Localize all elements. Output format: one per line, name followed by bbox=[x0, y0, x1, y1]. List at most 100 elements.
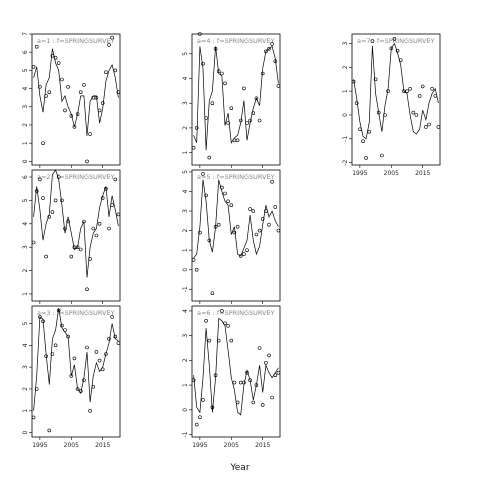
fit-line bbox=[193, 179, 279, 259]
y-tick-label: 4 bbox=[182, 309, 189, 313]
y-tick-label: 7 bbox=[22, 32, 29, 36]
x-tick-label: 2005 bbox=[224, 442, 239, 449]
data-point bbox=[63, 226, 67, 231]
data-point bbox=[94, 350, 99, 354]
data-point bbox=[107, 226, 111, 231]
data-point bbox=[91, 384, 96, 389]
y-tick-label: 3 bbox=[182, 101, 189, 105]
data-point bbox=[367, 129, 372, 134]
data-point bbox=[63, 328, 67, 332]
data-point bbox=[248, 378, 252, 383]
data-point bbox=[88, 257, 92, 261]
data-point bbox=[257, 228, 262, 233]
data-point bbox=[44, 354, 48, 359]
data-point bbox=[213, 224, 218, 229]
data-point bbox=[427, 122, 431, 127]
data-point bbox=[100, 101, 105, 105]
y-tick-label: -1 bbox=[342, 136, 349, 142]
data-point bbox=[69, 114, 74, 118]
data-point bbox=[75, 387, 80, 391]
data-point bbox=[364, 156, 368, 160]
data-point bbox=[216, 222, 221, 227]
data-point bbox=[273, 373, 278, 378]
data-point bbox=[31, 415, 36, 420]
data-point bbox=[97, 108, 102, 113]
data-point bbox=[41, 141, 45, 145]
y-tick-label: 1 bbox=[182, 383, 189, 387]
panel-title: a=4 : f=SPRINGSURVEY bbox=[197, 37, 275, 45]
data-point bbox=[53, 343, 58, 348]
data-point bbox=[82, 378, 86, 383]
panel-1: 0 1 2 3 4 5 6 7 a=1 : f=SPRINGSURVEY bbox=[22, 32, 121, 168]
data-point bbox=[411, 110, 416, 115]
data-point bbox=[238, 118, 243, 123]
y-tick-label: 1 bbox=[22, 292, 29, 296]
data-point bbox=[260, 403, 265, 407]
data-point bbox=[223, 191, 227, 196]
y-tick-label: 6 bbox=[22, 50, 29, 54]
data-point bbox=[191, 378, 196, 383]
data-point bbox=[104, 70, 108, 74]
data-point bbox=[207, 338, 212, 343]
data-point bbox=[395, 48, 400, 53]
y-tick-label: 4 bbox=[182, 189, 189, 193]
data-point bbox=[198, 230, 202, 235]
data-point bbox=[267, 353, 271, 358]
data-point bbox=[242, 252, 246, 256]
data-point bbox=[72, 125, 77, 129]
fit-line bbox=[353, 42, 439, 140]
panel-2: 1 2 3 4 5 6 a=2 : f=SPRINGSURVEY bbox=[22, 169, 121, 304]
y-tick-label: 1 bbox=[22, 409, 29, 413]
data-point bbox=[34, 387, 39, 391]
y-tick-label: 2 bbox=[182, 229, 189, 233]
y-tick-label: 4 bbox=[22, 343, 29, 347]
data-point bbox=[248, 207, 252, 211]
data-point bbox=[113, 334, 118, 339]
data-point bbox=[424, 125, 428, 129]
data-point bbox=[194, 422, 199, 427]
data-point bbox=[207, 155, 212, 160]
data-point bbox=[56, 175, 61, 179]
y-tick-label: 2 bbox=[182, 126, 189, 130]
data-point bbox=[414, 113, 419, 117]
data-point bbox=[257, 346, 262, 350]
y-tick-label: 1 bbox=[22, 141, 29, 145]
data-point bbox=[53, 198, 58, 203]
data-point bbox=[270, 395, 274, 400]
y-tick-label: 2 bbox=[22, 387, 29, 391]
data-point bbox=[91, 226, 96, 231]
panel-7: -2 -1 0 1 2 3 1995 2005 2015 a=7 : f=SPRINGSURVEY bbox=[342, 33, 441, 177]
y-tick-label: 3 bbox=[22, 245, 29, 249]
data-point bbox=[254, 96, 259, 101]
data-point bbox=[113, 68, 118, 73]
data-point bbox=[229, 338, 234, 343]
data-point bbox=[207, 238, 212, 243]
data-point bbox=[194, 267, 199, 272]
data-point bbox=[235, 138, 240, 143]
data-point bbox=[63, 108, 67, 113]
data-point bbox=[270, 179, 274, 184]
x-tick-label: 2005 bbox=[384, 170, 399, 177]
data-point bbox=[226, 121, 230, 125]
data-point bbox=[69, 374, 74, 378]
data-point bbox=[88, 408, 92, 413]
y-tick-label: 1 bbox=[182, 248, 189, 252]
data-point bbox=[276, 228, 281, 233]
data-point bbox=[47, 90, 52, 94]
y-tick-label: 5 bbox=[182, 52, 189, 56]
data-point bbox=[194, 126, 199, 130]
y-tick-label: 0 bbox=[182, 408, 189, 412]
x-tick-label: 2005 bbox=[64, 442, 79, 449]
data-point bbox=[107, 43, 111, 47]
data-point bbox=[358, 127, 362, 132]
data-point bbox=[242, 86, 246, 91]
data-point bbox=[223, 81, 227, 86]
data-point bbox=[41, 319, 45, 324]
y-tick-label: 4 bbox=[182, 76, 189, 80]
data-point bbox=[264, 49, 268, 54]
data-point bbox=[389, 46, 394, 51]
x-tick-label: 2015 bbox=[95, 442, 110, 449]
data-point bbox=[216, 338, 221, 343]
data-point bbox=[392, 36, 397, 41]
data-point bbox=[380, 153, 384, 158]
